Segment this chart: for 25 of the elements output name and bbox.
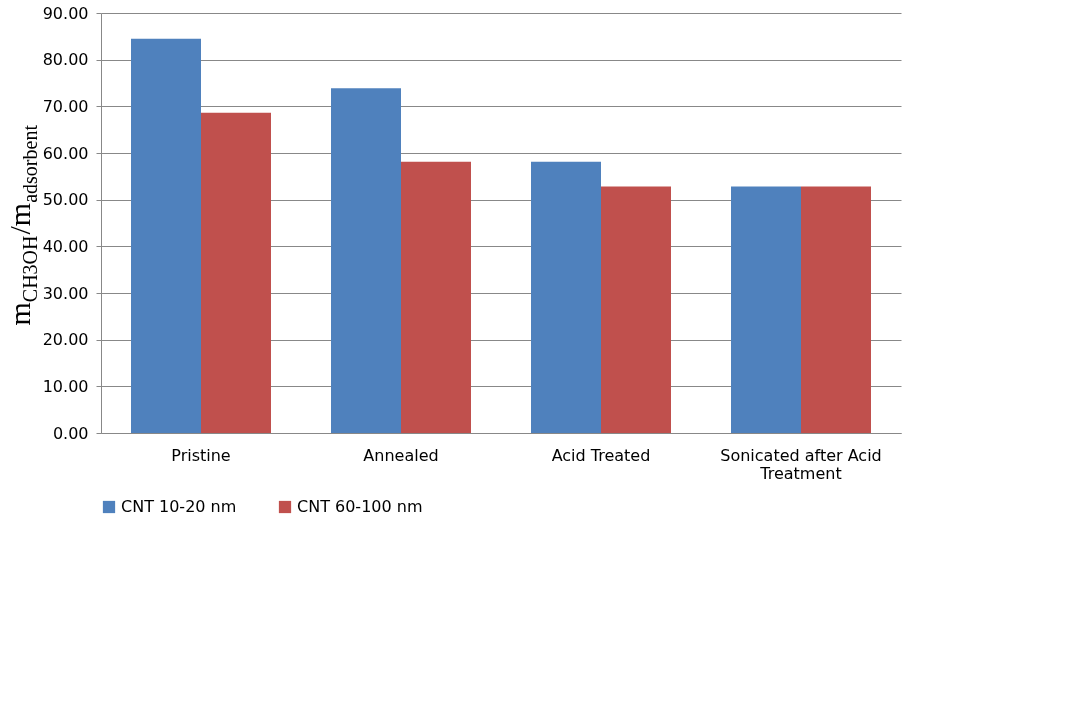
y-tick-label: 80.00 (42, 50, 89, 70)
bar (801, 186, 871, 433)
bar (131, 38, 201, 433)
legend-label: CNT 10-20 nm (121, 497, 237, 516)
y-tick-label: 10.00 (42, 376, 89, 396)
y-axis-title: mCH3OH/madsorbent (3, 124, 41, 326)
bar (601, 186, 671, 433)
bar (531, 161, 601, 433)
y-tick-label: 30.00 (42, 283, 89, 303)
x-tick-label: Acid Treated (551, 445, 651, 465)
y-tick-label: 70.00 (42, 96, 89, 116)
x-tick-label: Sonicated after Acid Treatment (720, 445, 882, 483)
y-tick-label: 0.00 (52, 423, 89, 443)
x-tick-label: Pristine (171, 445, 231, 465)
x-tick-label: Annealed (363, 445, 439, 465)
y-tick-label: 20.00 (42, 330, 89, 350)
y-tick-label: 50.00 (42, 190, 89, 210)
y-tick-label: 60.00 (42, 143, 89, 163)
y-tick-label: 90.00 (42, 3, 89, 23)
bar (201, 112, 271, 433)
legend-label: CNT 60-100 nm (297, 497, 423, 516)
bar (401, 161, 471, 433)
bar (731, 186, 801, 433)
bar (331, 88, 401, 433)
y-tick-label: 40.00 (42, 236, 89, 256)
